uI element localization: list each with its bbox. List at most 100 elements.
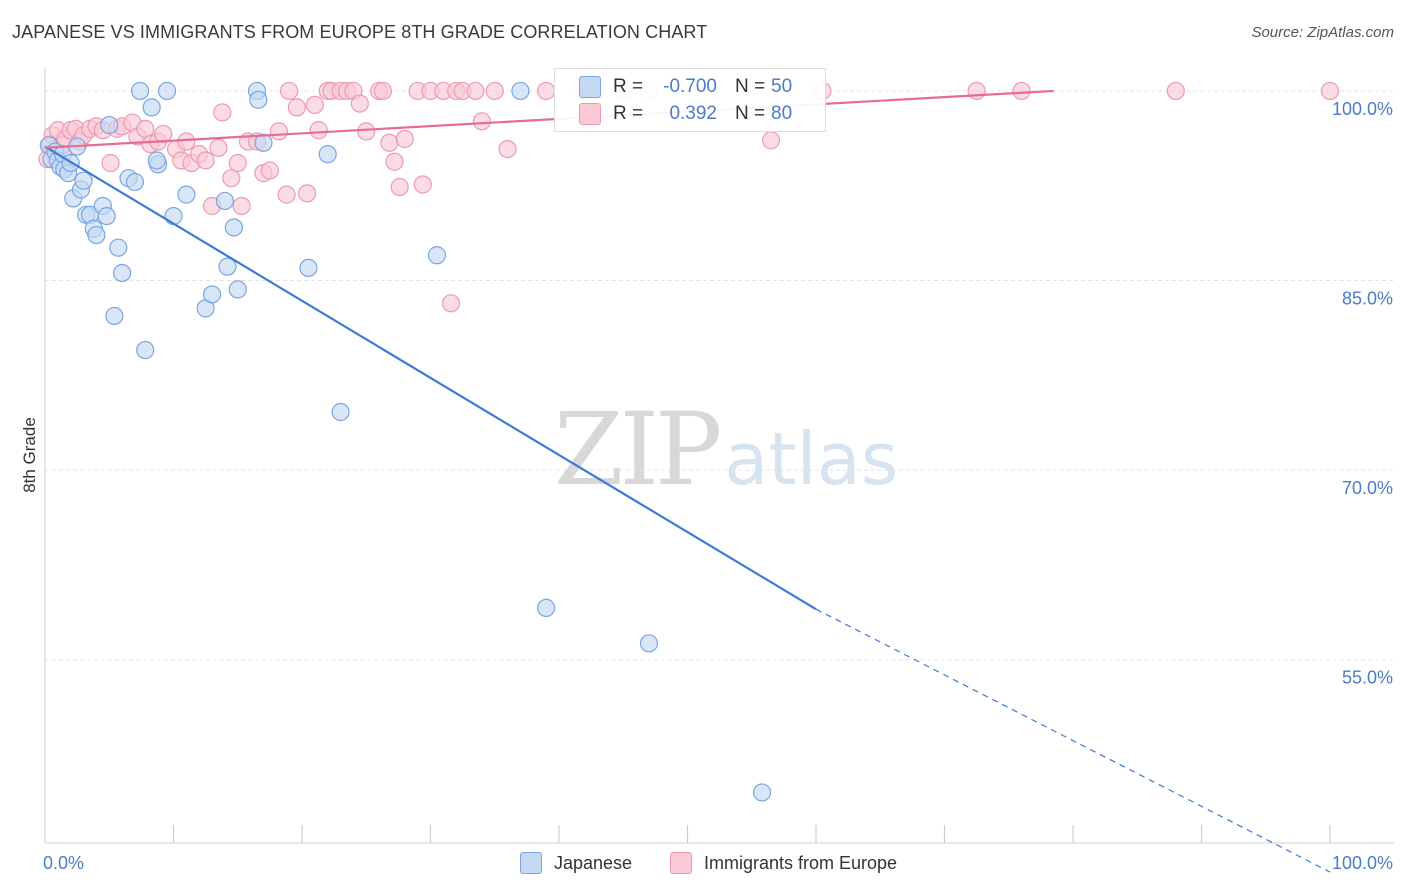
europe-point (413, 175, 432, 194)
europe-point (1012, 81, 1031, 101)
japanese-point (142, 98, 161, 117)
japanese-point (109, 238, 128, 257)
x-tick-label: 0.0% (43, 853, 84, 873)
y-tick-label: 70.0% (1342, 478, 1393, 498)
japanese-point (249, 90, 268, 109)
europe-point (177, 132, 196, 151)
europe-point (761, 131, 781, 150)
japanese-point (147, 151, 166, 170)
japanese-point (202, 285, 222, 304)
r-label: R = (613, 76, 644, 97)
europe-point (537, 81, 556, 101)
japanese-point (224, 218, 243, 237)
europe-point (498, 140, 517, 159)
japanese-trend-line (44, 145, 817, 611)
europe-point (305, 95, 324, 114)
europe-point (390, 177, 409, 197)
r-value: -0.700 (663, 76, 717, 97)
europe-point (228, 153, 247, 173)
japanese-point (74, 171, 93, 190)
europe-swatch (670, 852, 692, 874)
europe-point (287, 98, 306, 117)
europe-point (101, 153, 120, 173)
japanese-point (157, 81, 177, 101)
tick-labels: 55.0% 70.0% 85.0% 100.0% 0.0% 100.0% (43, 99, 1393, 873)
japanese-point (228, 280, 247, 299)
europe-point (441, 294, 461, 313)
japanese-point (218, 257, 237, 276)
japanese-point (177, 185, 196, 204)
japanese-point (511, 81, 530, 101)
japanese-point (254, 133, 273, 152)
europe-point (269, 122, 288, 141)
japanese-point (112, 263, 132, 283)
europe-point (380, 133, 399, 152)
y-tick-label: 85.0% (1342, 289, 1393, 309)
europe-point (232, 196, 251, 216)
europe-point (350, 94, 369, 113)
japanese-point (164, 206, 183, 226)
x-tick-label: 100.0% (1332, 853, 1393, 873)
watermark-zip: ZIP (554, 391, 722, 508)
japanese-point (97, 206, 116, 226)
japanese-point (215, 191, 234, 211)
europe-point (373, 81, 393, 101)
n-label: N = (735, 76, 766, 97)
japanese-point (639, 634, 659, 653)
europe-point (154, 124, 173, 144)
europe-point (395, 129, 414, 149)
europe-point (472, 112, 491, 131)
japanese-point (537, 598, 556, 618)
y-tick-label: 55.0% (1342, 668, 1393, 688)
r-label: R = (613, 103, 644, 124)
europe-point (385, 152, 404, 171)
stat-row-europe: R = 0.392 N = 80 (555, 100, 825, 128)
trend-lines (44, 89, 1331, 873)
japanese-point (331, 402, 350, 422)
n-value: 50 (771, 76, 793, 97)
source-note: Source: ZipAtlas.com (1251, 24, 1394, 41)
n-label: N = (735, 103, 766, 124)
legend-item-japanese[interactable]: Japanese (520, 852, 632, 874)
europe-point (485, 81, 504, 101)
japanese-point (130, 81, 150, 101)
japanese-point (318, 145, 337, 164)
series-legend: Japanese Immigrants from Europe (0, 852, 1406, 878)
japanese-point (299, 258, 318, 278)
watermark: ZIPatlas (554, 400, 898, 509)
axes (44, 68, 1394, 844)
europe-point (1320, 81, 1340, 101)
europe-point (213, 103, 232, 122)
europe-point (298, 184, 317, 203)
legend-item-europe[interactable]: Immigrants from Europe (670, 852, 897, 874)
europe-point (277, 185, 296, 204)
europe-point (967, 81, 986, 101)
europe-point (196, 151, 215, 170)
data-points (38, 81, 1340, 802)
europe-trend-line (44, 89, 1054, 149)
r-value: 0.392 (669, 103, 717, 124)
europe-point (260, 161, 279, 180)
europe-point (357, 122, 376, 141)
japanese-point (427, 246, 447, 265)
japanese-point (125, 172, 145, 192)
japanese-swatch (579, 76, 601, 98)
europe-point (222, 169, 241, 188)
chart-title: JAPANESE VS IMMIGRANTS FROM EUROPE 8TH G… (12, 22, 708, 42)
europe-point (136, 119, 155, 138)
europe-swatch (579, 103, 601, 125)
japanese-point (100, 115, 119, 135)
europe-point (466, 81, 485, 101)
europe-point (1166, 81, 1185, 101)
japanese-point (87, 225, 106, 245)
europe-point (280, 81, 299, 101)
grid-lines (45, 90, 1394, 661)
legend-label: Japanese (554, 852, 633, 873)
europe-point (209, 138, 228, 157)
japanese-trend-extension (815, 608, 1331, 873)
japanese-point (136, 340, 155, 360)
legend-label: Immigrants from Europe (704, 852, 898, 873)
europe-point (309, 121, 328, 140)
n-value: 80 (771, 103, 793, 124)
